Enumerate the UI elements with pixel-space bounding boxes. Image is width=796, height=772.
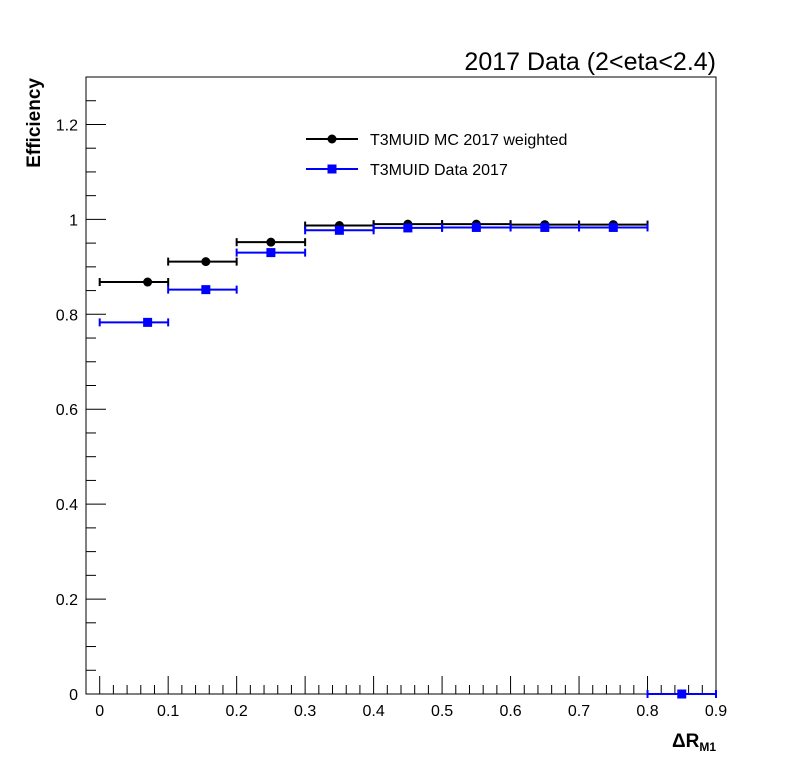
x-axis: 0 0.1 0.2 0.3 0.4 0.5 0.6 0.7 0.8 0.9	[95, 676, 727, 720]
y-tick-label: 0.6	[56, 402, 78, 419]
data-point	[266, 248, 276, 258]
x-tick-label: 0.9	[705, 703, 727, 720]
legend-marker-data	[327, 164, 337, 174]
legend-label-mc: T3MUID MC 2017 weighted	[370, 132, 567, 149]
x-axis-label-sub: M1	[699, 740, 716, 754]
data-point	[201, 285, 211, 295]
legend-marker-mc	[327, 134, 337, 144]
x-axis-label-main: ΔR	[672, 731, 700, 752]
x-tick-label: 0.2	[226, 703, 248, 720]
chart-title: 2017 Data (2<eta<2.4)	[464, 48, 716, 76]
y-axis-label: Efficiency	[24, 78, 45, 168]
y-tick-label: 0	[69, 687, 78, 704]
x-tick-label: 0.7	[568, 703, 590, 720]
y-tick-label: 1.2	[56, 117, 78, 134]
y-axis: 0 0.2 0.4 0.6 0.8 1 1.2	[56, 76, 106, 704]
series-1	[98, 222, 717, 699]
x-tick-label: 0.3	[294, 703, 316, 720]
data-point	[471, 222, 481, 232]
series-layer	[98, 219, 717, 699]
x-tick-label: 0.8	[636, 703, 658, 720]
data-point	[334, 225, 344, 235]
legend-label-data: T3MUID Data 2017	[370, 162, 508, 179]
x-tick-label: 0	[95, 703, 104, 720]
data-point	[608, 222, 618, 232]
data-point	[201, 257, 211, 267]
y-tick-label: 1	[69, 212, 78, 229]
x-tick-label: 0.5	[431, 703, 453, 720]
x-tick-label: 0.6	[499, 703, 521, 720]
x-tick-label: 0.1	[157, 703, 179, 720]
data-point	[143, 277, 153, 287]
y-tick-label: 0.8	[56, 307, 78, 324]
y-tick-label: 0.4	[56, 497, 78, 514]
data-point	[540, 222, 550, 232]
x-tick-label: 0.4	[362, 703, 384, 720]
data-point	[266, 237, 276, 247]
data-point	[143, 317, 153, 327]
data-point	[677, 689, 687, 699]
y-tick-label: 0.2	[56, 592, 78, 609]
legend: T3MUID MC 2017 weighted T3MUID Data 2017	[306, 132, 567, 179]
data-point	[403, 223, 413, 233]
x-axis-label: ΔRM1	[672, 731, 716, 754]
